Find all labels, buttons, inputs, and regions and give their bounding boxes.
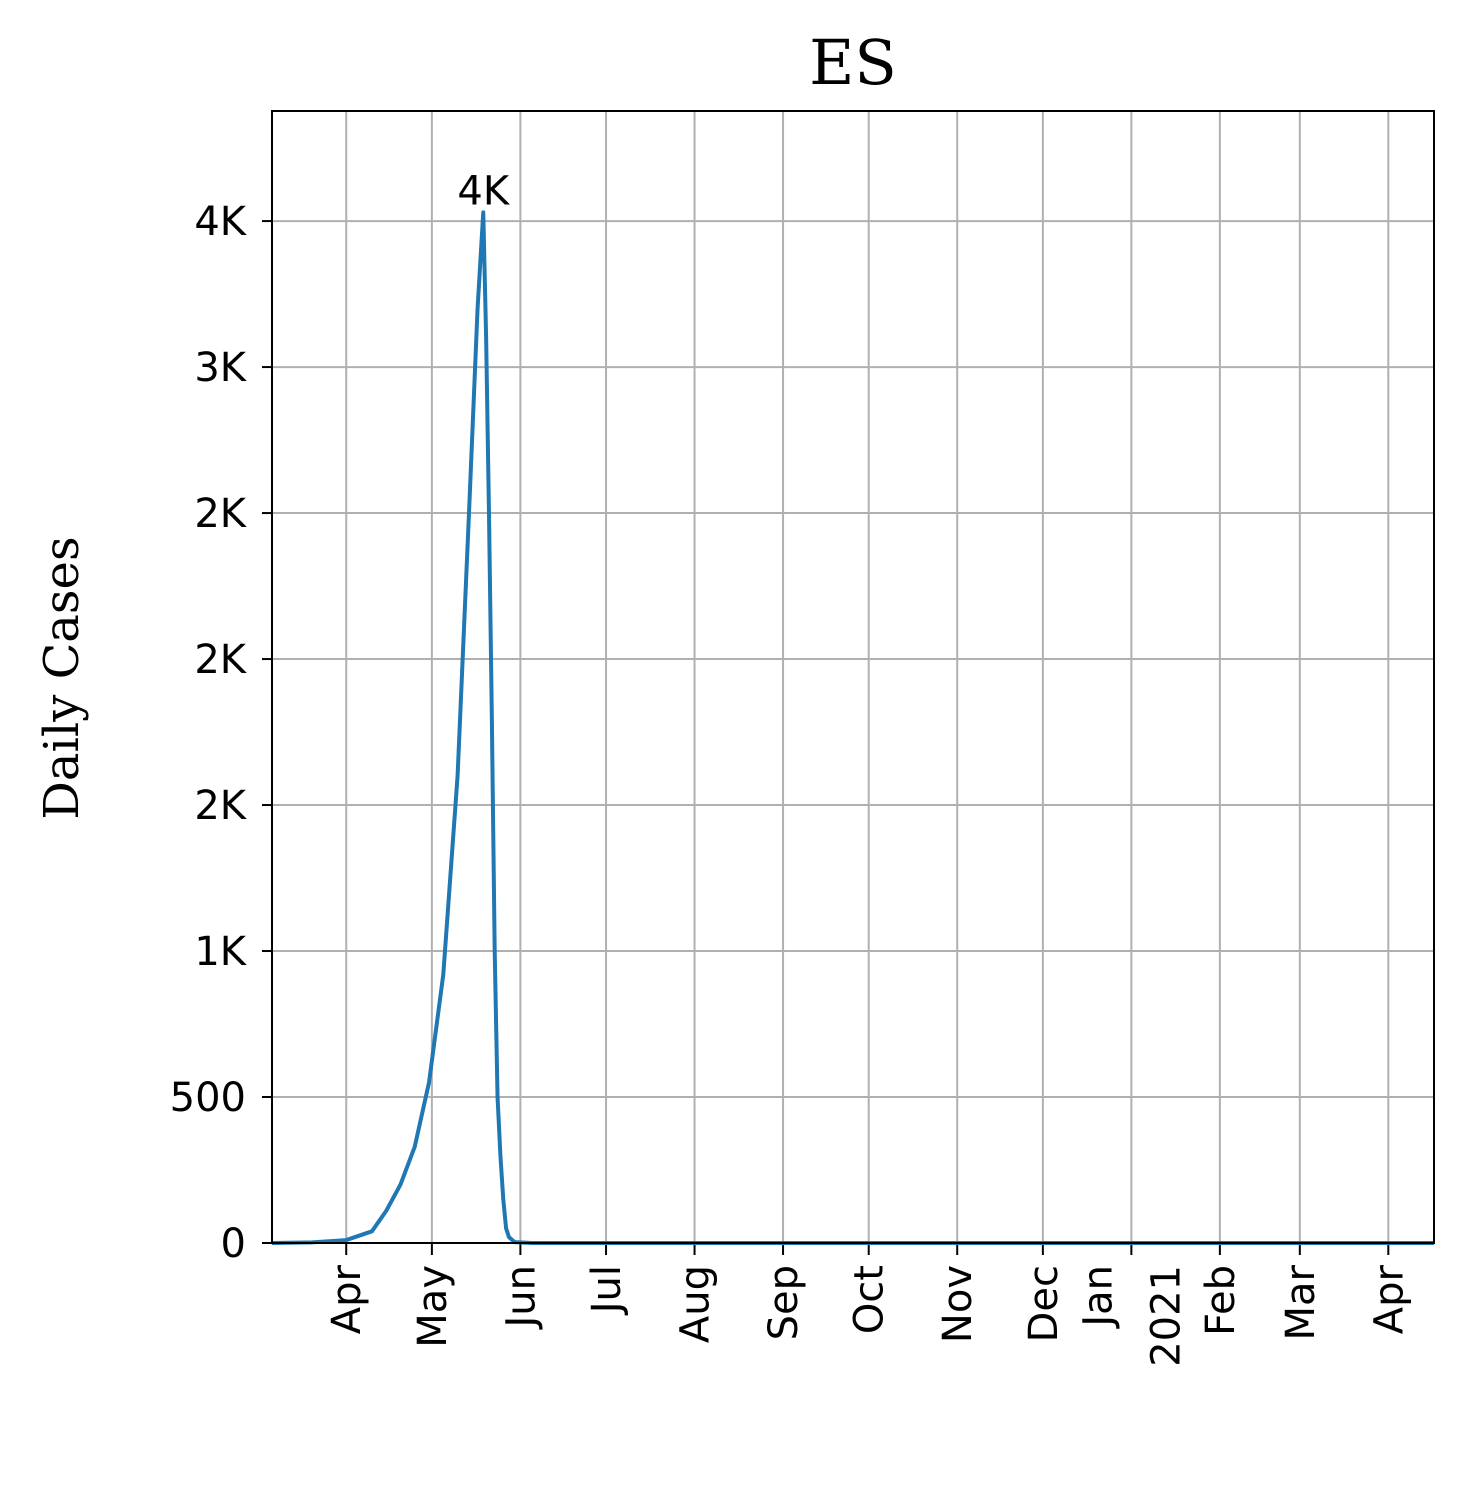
x-tick-label: 2021 <box>1143 1265 1189 1367</box>
x-tick-label: Aug <box>673 1265 719 1343</box>
data-line <box>271 210 1434 1245</box>
y-tick-label: 500 <box>170 1075 246 1121</box>
x-tick-label: Mar <box>1278 1264 1324 1340</box>
annotation: 4K <box>457 168 510 214</box>
x-tick-label: Jun <box>498 1265 544 1331</box>
plot-frame <box>271 110 1435 1244</box>
y-tick-label: 1K <box>194 929 247 975</box>
x-tick-label: Apr <box>1366 1264 1412 1334</box>
x-tick-label: Sep <box>761 1265 807 1340</box>
x-tick-label: Dec <box>1021 1265 1067 1342</box>
x-tick-label: Feb <box>1198 1265 1244 1336</box>
y-axis-label: Daily Cases <box>34 536 90 819</box>
x-tick-label: Oct <box>847 1265 893 1334</box>
y-tick-label: 4K <box>194 199 247 245</box>
y-tick-label: 3K <box>194 345 247 391</box>
y-tick-label: 2K <box>194 491 247 537</box>
y-tick-label: 2K <box>194 637 247 683</box>
x-tick-label: Jan <box>1075 1265 1121 1330</box>
x-tick-label: Jul <box>584 1265 630 1316</box>
x-tick-label: May <box>410 1265 456 1348</box>
chart-title: ES <box>809 26 897 99</box>
x-tick-label: Nov <box>935 1265 981 1343</box>
y-tick-label: 0 <box>221 1221 246 1267</box>
y-tick-label: 2K <box>194 783 247 829</box>
x-tick-label: Apr <box>324 1264 370 1334</box>
